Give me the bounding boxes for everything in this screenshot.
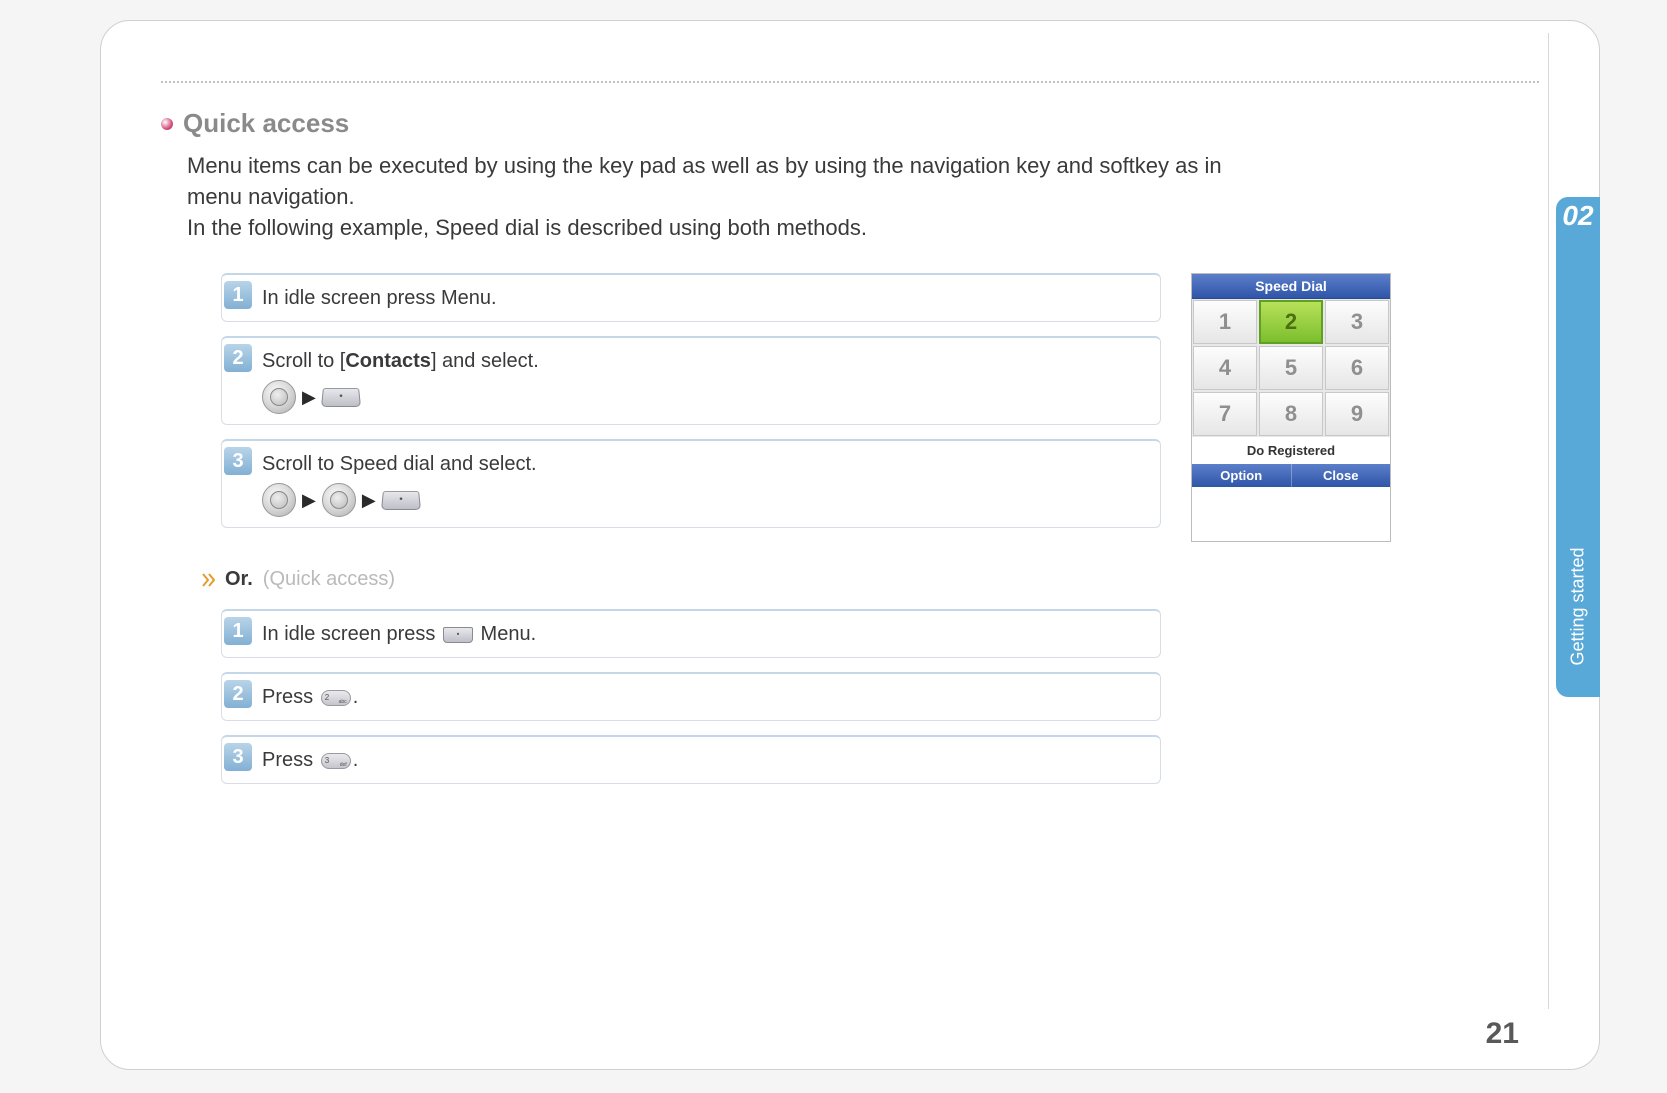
step-body: Press 3def. bbox=[262, 745, 1148, 773]
speed-dial-grid: 1 2 3 4 5 6 7 8 9 bbox=[1192, 299, 1390, 437]
step-number: 3 bbox=[224, 743, 252, 771]
speed-dial-cell[interactable]: 6 bbox=[1325, 346, 1389, 390]
nav-dial-icon bbox=[262, 483, 296, 517]
page-number: 21 bbox=[1486, 1017, 1519, 1051]
step-text: In idle screen press Menu. bbox=[262, 621, 1148, 647]
or-label: Or. bbox=[225, 568, 253, 591]
arrow-right-icon: ▶ bbox=[302, 387, 316, 408]
step-body: Scroll to Speed dial and select. ▶ ▶ bbox=[262, 449, 1148, 517]
step-text: Scroll to Speed dial and select. bbox=[262, 451, 1148, 477]
step-body: In idle screen press Menu. bbox=[262, 619, 1148, 647]
speed-dial-cell[interactable]: 8 bbox=[1259, 392, 1323, 436]
phone-screenshot: Speed Dial 1 2 3 4 5 6 7 8 9 Do Register… bbox=[1191, 273, 1391, 542]
phone-title: Speed Dial bbox=[1192, 274, 1390, 299]
phone-softkey-left[interactable]: Option bbox=[1192, 464, 1292, 487]
speed-dial-cell[interactable]: 4 bbox=[1193, 346, 1257, 390]
chapter-label: Getting started bbox=[1568, 547, 1589, 665]
arrow-right-icon: ▶ bbox=[302, 490, 316, 511]
speed-dial-cell[interactable]: 7 bbox=[1193, 392, 1257, 436]
step-body: Press 2abc. bbox=[262, 682, 1148, 710]
phone-status: Do Registered bbox=[1192, 437, 1390, 464]
step-number: 1 bbox=[224, 281, 252, 309]
speed-dial-cell[interactable]: 5 bbox=[1259, 346, 1323, 390]
content-area: Quick access Menu items can be executed … bbox=[101, 108, 1599, 798]
step-text: In idle screen press Menu. bbox=[262, 285, 1148, 311]
arrow-right-icon: ▶ bbox=[362, 490, 376, 511]
step-number: 1 bbox=[224, 617, 252, 645]
step-box: 3 Scroll to Speed dial and select. ▶ ▶ bbox=[221, 439, 1161, 528]
nav-dial-icon bbox=[262, 380, 296, 414]
step-text: Press 3def. bbox=[262, 747, 1148, 773]
key-3-icon: 3def bbox=[321, 753, 351, 769]
step-box: 2 Scroll to [Contacts] and select. ▶ bbox=[221, 336, 1161, 425]
softkey-icon bbox=[443, 627, 473, 643]
nav-dial-icon bbox=[322, 483, 356, 517]
manual-page: Quick access Menu items can be executed … bbox=[100, 20, 1600, 1070]
softkey-icon bbox=[381, 491, 421, 510]
speed-dial-cell[interactable]: 1 bbox=[1193, 300, 1257, 344]
softkey-icon bbox=[321, 388, 361, 407]
speed-dial-cell[interactable]: 9 bbox=[1325, 392, 1389, 436]
phone-softbar: Option Close bbox=[1192, 464, 1390, 487]
intro-text: Menu items can be executed by using the … bbox=[187, 151, 1257, 243]
chapter-number: 02 bbox=[1562, 200, 1593, 232]
step-body: Scroll to [Contacts] and select. ▶ bbox=[262, 346, 1148, 414]
chevrons-icon bbox=[201, 571, 219, 589]
side-tab: 02 Getting started bbox=[1556, 197, 1600, 697]
step-box: 3 Press 3def. bbox=[221, 735, 1161, 784]
step-number: 2 bbox=[224, 344, 252, 372]
step-box: 2 Press 2abc. bbox=[221, 672, 1161, 721]
method-b-steps: 1 In idle screen press Menu. 2 Press 2ab… bbox=[221, 609, 1161, 798]
phone-softkey-right[interactable]: Close bbox=[1292, 464, 1391, 487]
step-box: 1 In idle screen press Menu. bbox=[221, 273, 1161, 322]
step-number: 3 bbox=[224, 447, 252, 475]
icon-row: ▶ ▶ bbox=[262, 483, 1148, 517]
section-header: Quick access bbox=[161, 108, 1539, 139]
step-number: 2 bbox=[224, 680, 252, 708]
intro-line1: Menu items can be executed by using the … bbox=[187, 153, 1222, 209]
method-a-area: 1 In idle screen press Menu. 2 Scroll to… bbox=[221, 273, 1539, 542]
dotted-divider bbox=[161, 81, 1539, 83]
step-text: Press 2abc. bbox=[262, 684, 1148, 710]
bullet-icon bbox=[161, 118, 173, 130]
method-a-steps: 1 In idle screen press Menu. 2 Scroll to… bbox=[221, 273, 1161, 542]
speed-dial-cell[interactable]: 3 bbox=[1325, 300, 1389, 344]
step-text: Scroll to [Contacts] and select. bbox=[262, 348, 1148, 374]
or-sub: (Quick access) bbox=[263, 568, 395, 591]
step-box: 1 In idle screen press Menu. bbox=[221, 609, 1161, 658]
intro-line2: In the following example, Speed dial is … bbox=[187, 215, 867, 240]
speed-dial-cell-selected[interactable]: 2 bbox=[1259, 300, 1323, 344]
icon-row: ▶ bbox=[262, 380, 1148, 414]
section-title: Quick access bbox=[183, 108, 349, 139]
step-body: In idle screen press Menu. bbox=[262, 283, 1148, 311]
method-b-area: 1 In idle screen press Menu. 2 Press 2ab… bbox=[221, 609, 1539, 798]
key-2-icon: 2abc bbox=[321, 690, 351, 706]
or-header: Or. (Quick access) bbox=[201, 568, 1539, 591]
